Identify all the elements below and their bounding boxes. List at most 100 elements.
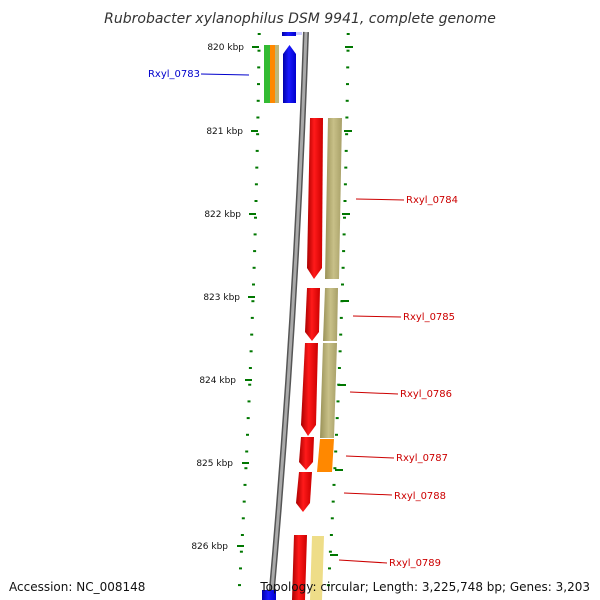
gene-rxyl-0783-label[interactable]: Rxyl_0783 [148, 69, 200, 80]
genome-backbone-highlight [269, 31, 308, 600]
gene-rxyl-0784-arrow [307, 118, 323, 279]
tick-dot [346, 66, 350, 69]
tick-dot [331, 500, 335, 503]
tick-dot [250, 316, 254, 319]
tick-dot [337, 367, 341, 369]
tick-dot [346, 83, 349, 86]
kbp-label-823: 823 kbp [203, 293, 240, 303]
tick-dot [241, 517, 245, 520]
kbp-label-822: 822 kbp [204, 210, 241, 220]
tick-dot [343, 216, 346, 219]
tick-dot [344, 166, 348, 169]
cog-bar-olive [325, 118, 342, 279]
cog-bar-orange [270, 45, 275, 103]
tick-dot [345, 116, 349, 119]
gene-rxyl-0788-arrow [296, 472, 312, 512]
tick-dot [341, 266, 345, 269]
tick-dot [247, 400, 251, 403]
tick-dot [339, 333, 343, 336]
tick-dot [251, 300, 255, 303]
cog-bar-green [264, 45, 270, 103]
tick-dot [335, 417, 339, 420]
gene-rxyl-0787-arrow [299, 437, 314, 470]
map-title: Rubrobacter xylanophilus DSM 9941, compl… [104, 11, 496, 27]
tick-dot [254, 200, 258, 202]
major-ticks [237, 46, 259, 547]
tick-dot [248, 383, 252, 386]
gene-rxyl-0787-label[interactable]: Rxyl_0787 [396, 453, 448, 464]
tick-dot [338, 350, 342, 353]
tick-dot [239, 567, 242, 570]
tick-dot [328, 567, 331, 570]
tick-dot [253, 250, 257, 253]
tick-dot [245, 450, 249, 453]
gene-rxyl-0789-leader [338, 559, 388, 564]
tick-dot [257, 33, 261, 35]
tick-dot [255, 166, 259, 169]
tick-dot [342, 233, 346, 236]
tick-dot [257, 49, 261, 52]
tick-dot [254, 183, 258, 186]
gene-rxyl-0786[interactable]: Rxyl_0786 [301, 343, 452, 438]
gene-stub-bottom [262, 590, 276, 600]
tick-dot [255, 149, 259, 152]
gene-stub-top-light [296, 32, 302, 35]
tick-dot [256, 133, 260, 136]
gene-rxyl-0787-leader [345, 455, 395, 459]
tick-dot [343, 183, 347, 186]
tick-dot [334, 450, 338, 453]
cog-bar-pale [310, 536, 324, 600]
tick-dot [242, 500, 246, 503]
gene-rxyl-0785-arrow [305, 288, 320, 341]
gene-rxyl-0787[interactable]: Rxyl_0787 [299, 437, 448, 472]
tick-dot [246, 417, 250, 420]
kbp-labels: 820 kbp 821 kbp 822 kbp 823 kbp 824 kbp … [191, 43, 244, 552]
tick-dot [341, 283, 344, 286]
gene-rxyl-0783[interactable]: Rxyl_0783 [148, 45, 296, 103]
cog-bar-orange [317, 439, 334, 472]
gene-rxyl-0789-label[interactable]: Rxyl_0789 [389, 558, 441, 569]
tick-dot [240, 534, 244, 536]
tick-dot [327, 584, 330, 587]
tick-dot [343, 200, 347, 202]
gene-rxyl-0786-label[interactable]: Rxyl_0786 [400, 389, 452, 400]
tick-dot [339, 316, 343, 319]
outer-tick-scale [238, 33, 261, 587]
gene-rxyl-0789-arrow [292, 535, 307, 600]
gene-rxyl-0785-label[interactable]: Rxyl_0785 [403, 312, 455, 323]
kbp-label-824: 824 kbp [199, 376, 236, 386]
gene-rxyl-0788-leader [343, 492, 393, 496]
tick-dot [246, 433, 249, 436]
cog-bar-olive [275, 45, 279, 103]
cog-bar-olive [323, 288, 338, 341]
gene-rxyl-0789[interactable]: Rxyl_0789 [292, 535, 441, 600]
inner-major-ticks [330, 46, 353, 556]
kbp-label-820: 820 kbp [207, 43, 244, 53]
genome-backbone [268, 31, 309, 600]
cog-bar-olive [320, 343, 337, 438]
tick-dot [256, 116, 260, 119]
tick-dot [252, 283, 255, 286]
tick-dot [250, 333, 254, 336]
gene-rxyl-0784[interactable]: Rxyl_0784 [307, 118, 458, 279]
gene-rxyl-0788-label[interactable]: Rxyl_0788 [394, 491, 446, 502]
kbp-label-825: 825 kbp [196, 459, 233, 469]
tick-dot [330, 517, 334, 520]
gene-rxyl-0788[interactable]: Rxyl_0788 [296, 472, 446, 512]
accession-text: Accession: NC_008148 [9, 580, 146, 594]
tick-dot [239, 550, 243, 553]
tick-dot [248, 367, 252, 369]
kbp-label-826: 826 kbp [191, 542, 228, 552]
tick-dot [344, 149, 348, 152]
gene-rxyl-0784-label[interactable]: Rxyl_0784 [406, 195, 458, 206]
tick-dot [256, 99, 260, 102]
tick-dot [329, 534, 333, 536]
kbp-label-821: 821 kbp [206, 127, 243, 137]
tick-dot [238, 584, 241, 587]
tick-dot [333, 467, 337, 470]
gene-rxyl-0786-arrow [301, 343, 318, 436]
tick-dot [335, 433, 338, 436]
gene-rxyl-0785[interactable]: Rxyl_0785 [305, 288, 455, 341]
tick-dot [244, 467, 248, 470]
